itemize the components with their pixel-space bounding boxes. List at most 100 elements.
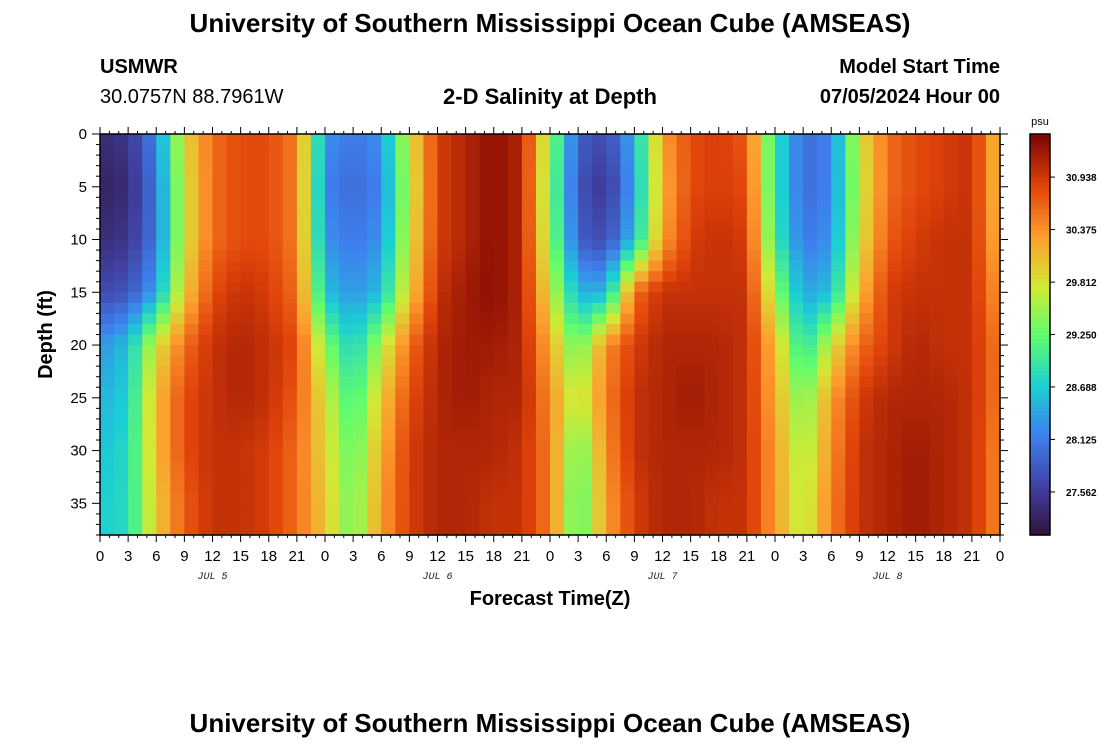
heatmap-cell xyxy=(578,513,593,526)
heatmap-cell xyxy=(634,461,650,473)
heatmap-cell xyxy=(339,408,354,420)
heatmap-cell xyxy=(493,397,509,409)
colorbar-swatch xyxy=(1030,510,1050,516)
heatmap-cell xyxy=(268,228,284,241)
heatmap-cell xyxy=(887,281,903,293)
heatmap-cell xyxy=(367,397,382,409)
heatmap-cell xyxy=(493,503,509,515)
heatmap-cell xyxy=(775,281,790,293)
heatmap-cell xyxy=(915,176,931,188)
heatmap-cell xyxy=(339,228,354,241)
heatmap-cell xyxy=(198,134,214,146)
heatmap-cell xyxy=(578,197,593,209)
heatmap-cell xyxy=(198,345,214,357)
heatmap-cell xyxy=(592,260,607,272)
heatmap-cell xyxy=(184,281,200,293)
heatmap-cell xyxy=(367,260,382,272)
heatmap-cell xyxy=(859,429,875,441)
chart-subtitle: 2-D Salinity at Depth xyxy=(443,84,657,109)
heatmap-cell xyxy=(831,387,846,399)
heatmap-cell xyxy=(437,260,453,272)
heatmap-cell xyxy=(465,186,481,198)
heatmap-cell xyxy=(550,197,565,209)
heatmap-cell xyxy=(310,366,326,378)
heatmap-cell xyxy=(845,355,860,367)
heatmap-cell xyxy=(381,323,396,336)
heatmap-cell xyxy=(760,471,776,483)
heatmap-cell xyxy=(845,281,860,293)
heatmap-cell xyxy=(789,218,804,230)
heatmap-cell xyxy=(100,323,115,336)
heatmap-cell xyxy=(339,471,354,483)
heatmap-cell xyxy=(212,302,228,314)
heatmap-cell xyxy=(803,155,818,167)
heatmap-cell xyxy=(268,482,284,494)
heatmap-cell xyxy=(648,503,664,515)
colorbar-swatch xyxy=(1030,462,1050,468)
heatmap-cell xyxy=(845,461,860,473)
heatmap-cell xyxy=(578,218,593,230)
heatmap-cell xyxy=(564,165,579,177)
heatmap-cell xyxy=(845,271,860,283)
heatmap-cell xyxy=(648,450,664,462)
heatmap-cell xyxy=(142,292,157,304)
heatmap-cell xyxy=(296,207,312,220)
heatmap-cell xyxy=(367,503,382,515)
heatmap-cell xyxy=(100,461,115,473)
heatmap-cell xyxy=(859,387,875,399)
heatmap-cell xyxy=(746,186,762,198)
heatmap-cell xyxy=(493,218,509,230)
heatmap-cell xyxy=(184,250,200,262)
heatmap-cell xyxy=(128,165,143,177)
heatmap-cell xyxy=(282,408,298,420)
colorbar-swatch xyxy=(1030,498,1050,504)
heatmap-cell xyxy=(198,376,214,388)
heatmap-cell xyxy=(901,250,917,262)
heatmap-cell xyxy=(718,292,734,304)
heatmap-cell xyxy=(634,197,650,209)
heatmap-cell xyxy=(606,155,621,167)
heatmap-cell xyxy=(128,176,143,188)
heatmap-cell xyxy=(100,440,115,452)
heatmap-cell xyxy=(409,376,425,388)
heatmap-cell xyxy=(634,376,650,388)
heatmap-cell xyxy=(704,134,720,146)
colorbar-swatch xyxy=(1030,426,1050,432)
heatmap-cell xyxy=(339,281,354,293)
heatmap-cell xyxy=(957,313,973,325)
heatmap-cell xyxy=(746,239,762,251)
heatmap-cell xyxy=(254,355,270,367)
heatmap-cell xyxy=(409,250,425,262)
heatmap-cell xyxy=(465,429,481,441)
heatmap-cell xyxy=(971,207,987,220)
heatmap-cell xyxy=(676,366,692,378)
heatmap-cell xyxy=(943,144,959,156)
heatmap-cell xyxy=(240,492,256,504)
heatmap-cell xyxy=(704,461,720,473)
heatmap-cell xyxy=(156,397,171,409)
heatmap-cell xyxy=(873,218,889,230)
heatmap-cell xyxy=(451,397,467,409)
heatmap-cell xyxy=(817,207,832,220)
heatmap-cell xyxy=(803,218,818,230)
heatmap-cell xyxy=(409,186,425,198)
heatmap-cell xyxy=(718,218,734,230)
heatmap-cell xyxy=(367,186,382,198)
colorbar-swatch xyxy=(1030,294,1050,300)
heatmap-cell xyxy=(100,155,115,167)
heatmap-cell xyxy=(170,355,185,367)
heatmap-cell xyxy=(746,524,762,536)
heatmap-cell xyxy=(789,387,804,399)
heatmap-cell xyxy=(339,345,354,357)
heatmap-cell xyxy=(212,440,228,452)
heatmap-cell xyxy=(493,302,509,314)
heatmap-cell xyxy=(465,176,481,188)
heatmap-cell xyxy=(170,471,185,483)
heatmap-cell xyxy=(339,302,354,314)
heatmap-cell xyxy=(831,176,846,188)
heatmap-cell xyxy=(620,334,635,346)
heatmap-cell xyxy=(128,334,143,346)
heatmap-cell xyxy=(339,155,354,167)
heatmap-cell xyxy=(156,207,171,220)
heatmap-cell xyxy=(268,440,284,452)
